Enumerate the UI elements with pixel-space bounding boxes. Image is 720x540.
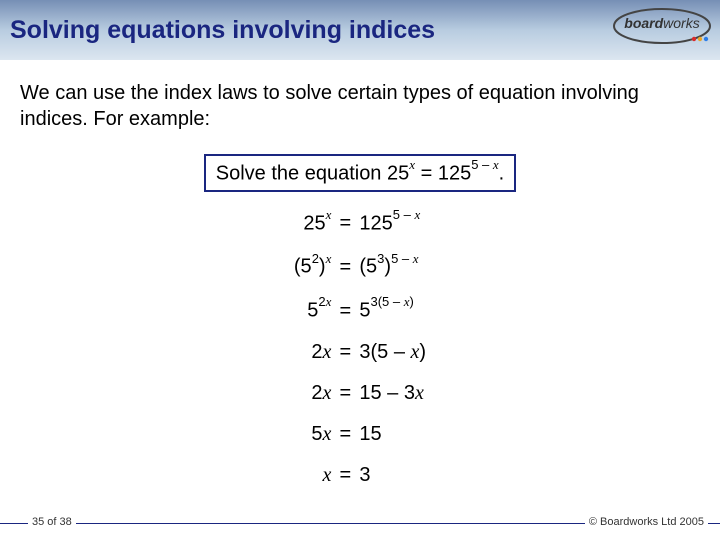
equation-steps: 25x = 1255 – x (52)x = (53)5 – x 52x = 5… [290,208,430,505]
page-indicator: 35 of 38 [28,516,76,528]
logo-dot-red [692,37,696,41]
slide-body: We can use the index laws to solve certa… [0,60,720,505]
logo-dot-yellow [698,37,702,41]
problem-box: Solve the equation 25x = 1255 – x. [204,154,516,192]
box-suf: . [499,163,505,185]
copyright-text: © Boardworks Ltd 2005 [585,516,708,528]
logo-text: boardworks [624,15,699,31]
step-5: 2x = 15 – 3x [292,382,428,421]
slide-title: Solving equations involving indices [10,16,435,45]
slide-footer: 35 of 38 © Boardworks Ltd 2005 [0,516,720,530]
step-3: 52x = 53(5 – x) [292,297,428,339]
step-1: 25x = 1255 – x [292,210,428,252]
boardworks-logo: boardworks [612,6,712,46]
intro-text: We can use the index laws to solve certa… [20,80,700,132]
logo-graphic: boardworks [612,6,712,46]
box-pre: Solve the equation 25 [216,163,410,185]
step-4: 2x = 3(5 – x) [292,341,428,380]
slide-header: Solving equations involving indices boar… [0,0,720,60]
logo-dot-blue [704,37,708,41]
box-exp2: 5 – x [471,157,498,172]
box-mid: = 125 [415,163,471,185]
step-7: x = 3 [292,464,428,503]
box-exp1: x [409,157,415,172]
step-2: (52)x = (53)5 – x [292,253,428,295]
step-6: 5x = 15 [292,423,428,462]
